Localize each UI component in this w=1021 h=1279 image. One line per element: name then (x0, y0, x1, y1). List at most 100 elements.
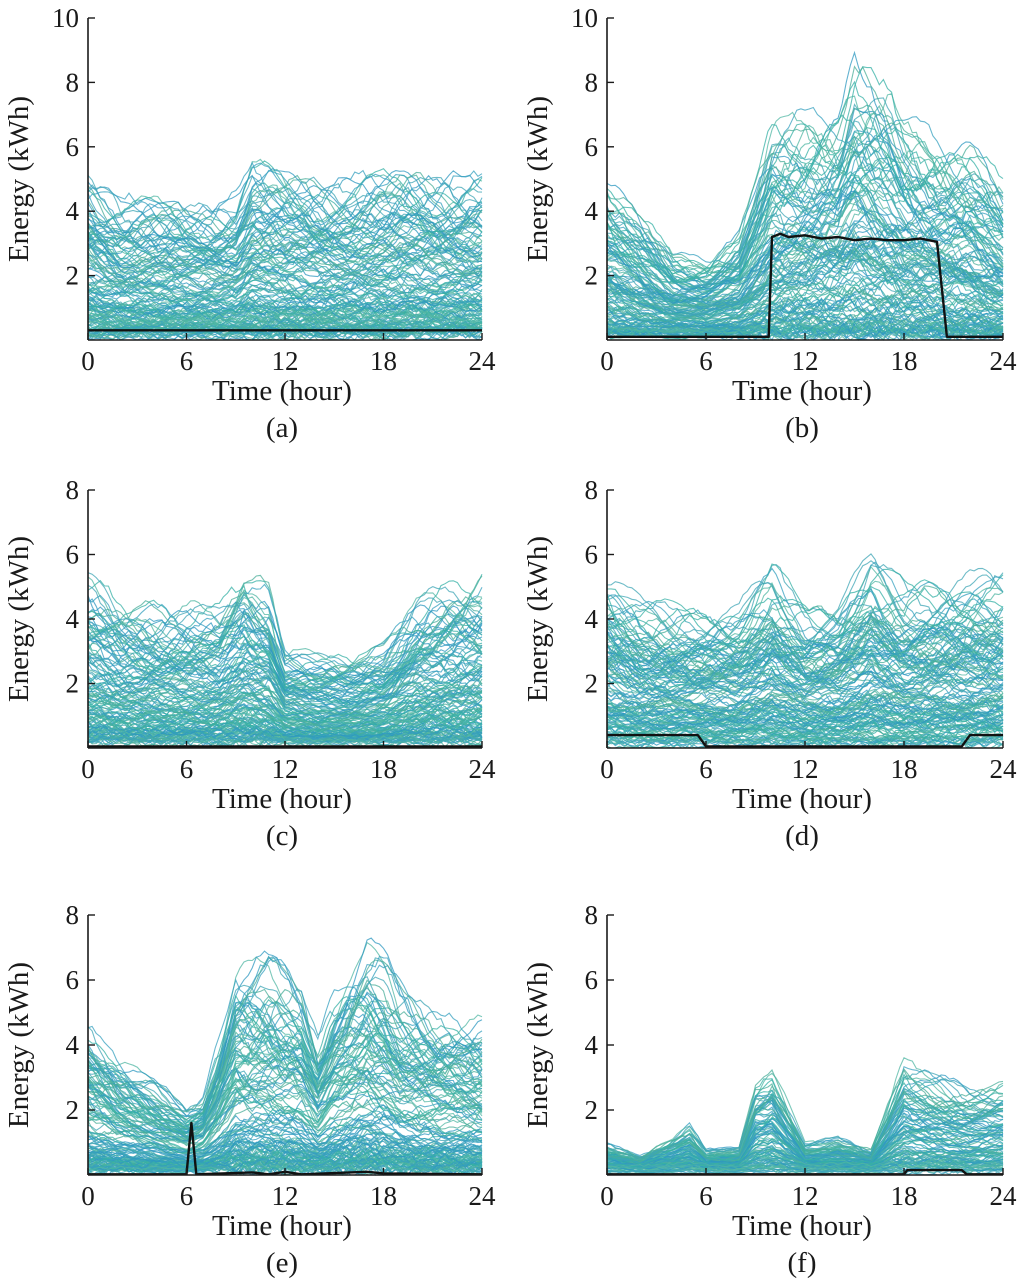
ensemble-line (606, 80, 1004, 284)
ensemble-line (606, 137, 1004, 295)
ensemble-line (87, 265, 483, 298)
ensemble-line (606, 174, 1004, 301)
ensemble-line (606, 1137, 1004, 1170)
ensemble-line (87, 270, 483, 306)
ensemble-line (88, 1131, 483, 1165)
ensemble-line (87, 595, 483, 686)
ensemble-line (87, 574, 483, 683)
ensemble-line (87, 734, 483, 749)
y-tick-label: 2 (585, 669, 599, 699)
ensemble-line (87, 978, 483, 1118)
x-tick-label: 12 (272, 1181, 299, 1211)
ensemble-line (606, 1154, 1004, 1170)
ensemble-line (606, 1068, 1004, 1163)
y-tick-label: 2 (66, 261, 80, 291)
ensemble-line (87, 209, 483, 273)
x-tick-label: 6 (699, 346, 713, 376)
y-tick-label: 8 (585, 67, 599, 97)
x-axis-label: Time (hour) (732, 783, 872, 815)
y-tick-label: 6 (585, 540, 599, 570)
x-tick-label: 18 (370, 754, 397, 784)
ensemble-line (87, 728, 483, 746)
ensemble-line (606, 1095, 1004, 1162)
ensemble-line (606, 263, 1004, 316)
x-tick-label: 6 (699, 1181, 713, 1211)
ensemble-line (87, 724, 483, 740)
ensemble-line (87, 1000, 483, 1140)
x-tick-label: 24 (990, 754, 1018, 784)
ensemble-line (87, 256, 483, 295)
ensemble-line (87, 311, 483, 338)
ensemble-line (606, 1123, 1004, 1164)
x-axis-label: Time (hour) (212, 375, 352, 407)
ensemble-line (606, 1090, 1004, 1163)
y-tick-label: 8 (66, 67, 80, 97)
y-tick-label: 8 (66, 900, 80, 930)
ensemble-line (606, 565, 1004, 656)
ensemble-line (87, 988, 483, 1112)
ensemble-line (87, 696, 483, 732)
x-axis-label: Time (hour) (212, 1210, 352, 1242)
ensemble-line (606, 258, 1004, 323)
x-tick-label: 12 (792, 754, 819, 784)
y-tick-label: 4 (585, 604, 599, 634)
ensemble-line (87, 956, 483, 1112)
y-axis-label: Energy (kWh) (3, 96, 35, 262)
ensemble-line (87, 1049, 483, 1145)
panel-label: (e) (266, 1247, 298, 1279)
ensemble-line (87, 229, 483, 276)
ensemble-line (87, 231, 483, 277)
x-axis-label: Time (hour) (212, 783, 352, 815)
x-tick-label: 18 (891, 346, 918, 376)
ensemble-line (87, 171, 483, 244)
y-tick-label: 2 (585, 261, 599, 291)
ensemble-line (87, 662, 483, 712)
ensemble-line (87, 976, 483, 1126)
ensemble-lines-f (606, 1057, 1004, 1176)
ensemble-line (606, 124, 1004, 271)
ensemble-line (606, 650, 1004, 694)
ensemble-line (87, 622, 483, 700)
ensemble-line (87, 189, 483, 256)
ensemble-line (87, 1138, 483, 1163)
y-axis-label: Energy (kWh) (3, 536, 35, 702)
ensemble-line (87, 308, 483, 328)
x-axis-label: Time (hour) (732, 1210, 872, 1242)
y-tick-label: 8 (66, 475, 80, 505)
x-tick-label: 0 (600, 1181, 614, 1211)
ensemble-line (606, 223, 1004, 315)
y-tick-label: 4 (66, 1030, 80, 1060)
ensemble-lines-c (87, 572, 483, 749)
panel-label: (d) (785, 820, 819, 852)
ensemble-line (606, 1108, 1003, 1161)
ensemble-line (606, 713, 1004, 730)
ensemble-line (87, 676, 483, 717)
x-tick-label: 6 (180, 346, 194, 376)
ensemble-line (87, 1097, 483, 1155)
x-tick-label: 0 (81, 1181, 95, 1211)
x-tick-label: 6 (180, 1181, 194, 1211)
ensemble-line (87, 288, 483, 312)
ensemble-line (87, 598, 483, 685)
ensemble-line (606, 691, 1004, 718)
ensemble-line (87, 269, 483, 301)
x-tick-label: 24 (469, 754, 497, 784)
ensemble-line (87, 215, 483, 269)
ensemble-line (606, 619, 1004, 685)
ensemble-line (87, 661, 483, 713)
ensemble-line (87, 1162, 483, 1173)
ensemble-line (606, 236, 1004, 310)
ensemble-line (606, 622, 1004, 687)
ensemble-line (606, 156, 1004, 292)
ensemble-line (606, 675, 1004, 711)
ensemble-line (606, 672, 1004, 707)
ensemble-line (87, 1044, 483, 1130)
ensemble-line (87, 991, 483, 1133)
y-tick-label: 2 (66, 669, 80, 699)
ensemble-line (87, 189, 483, 254)
ensemble-line (606, 726, 1004, 737)
y-axis-label: Energy (kWh) (3, 962, 35, 1128)
